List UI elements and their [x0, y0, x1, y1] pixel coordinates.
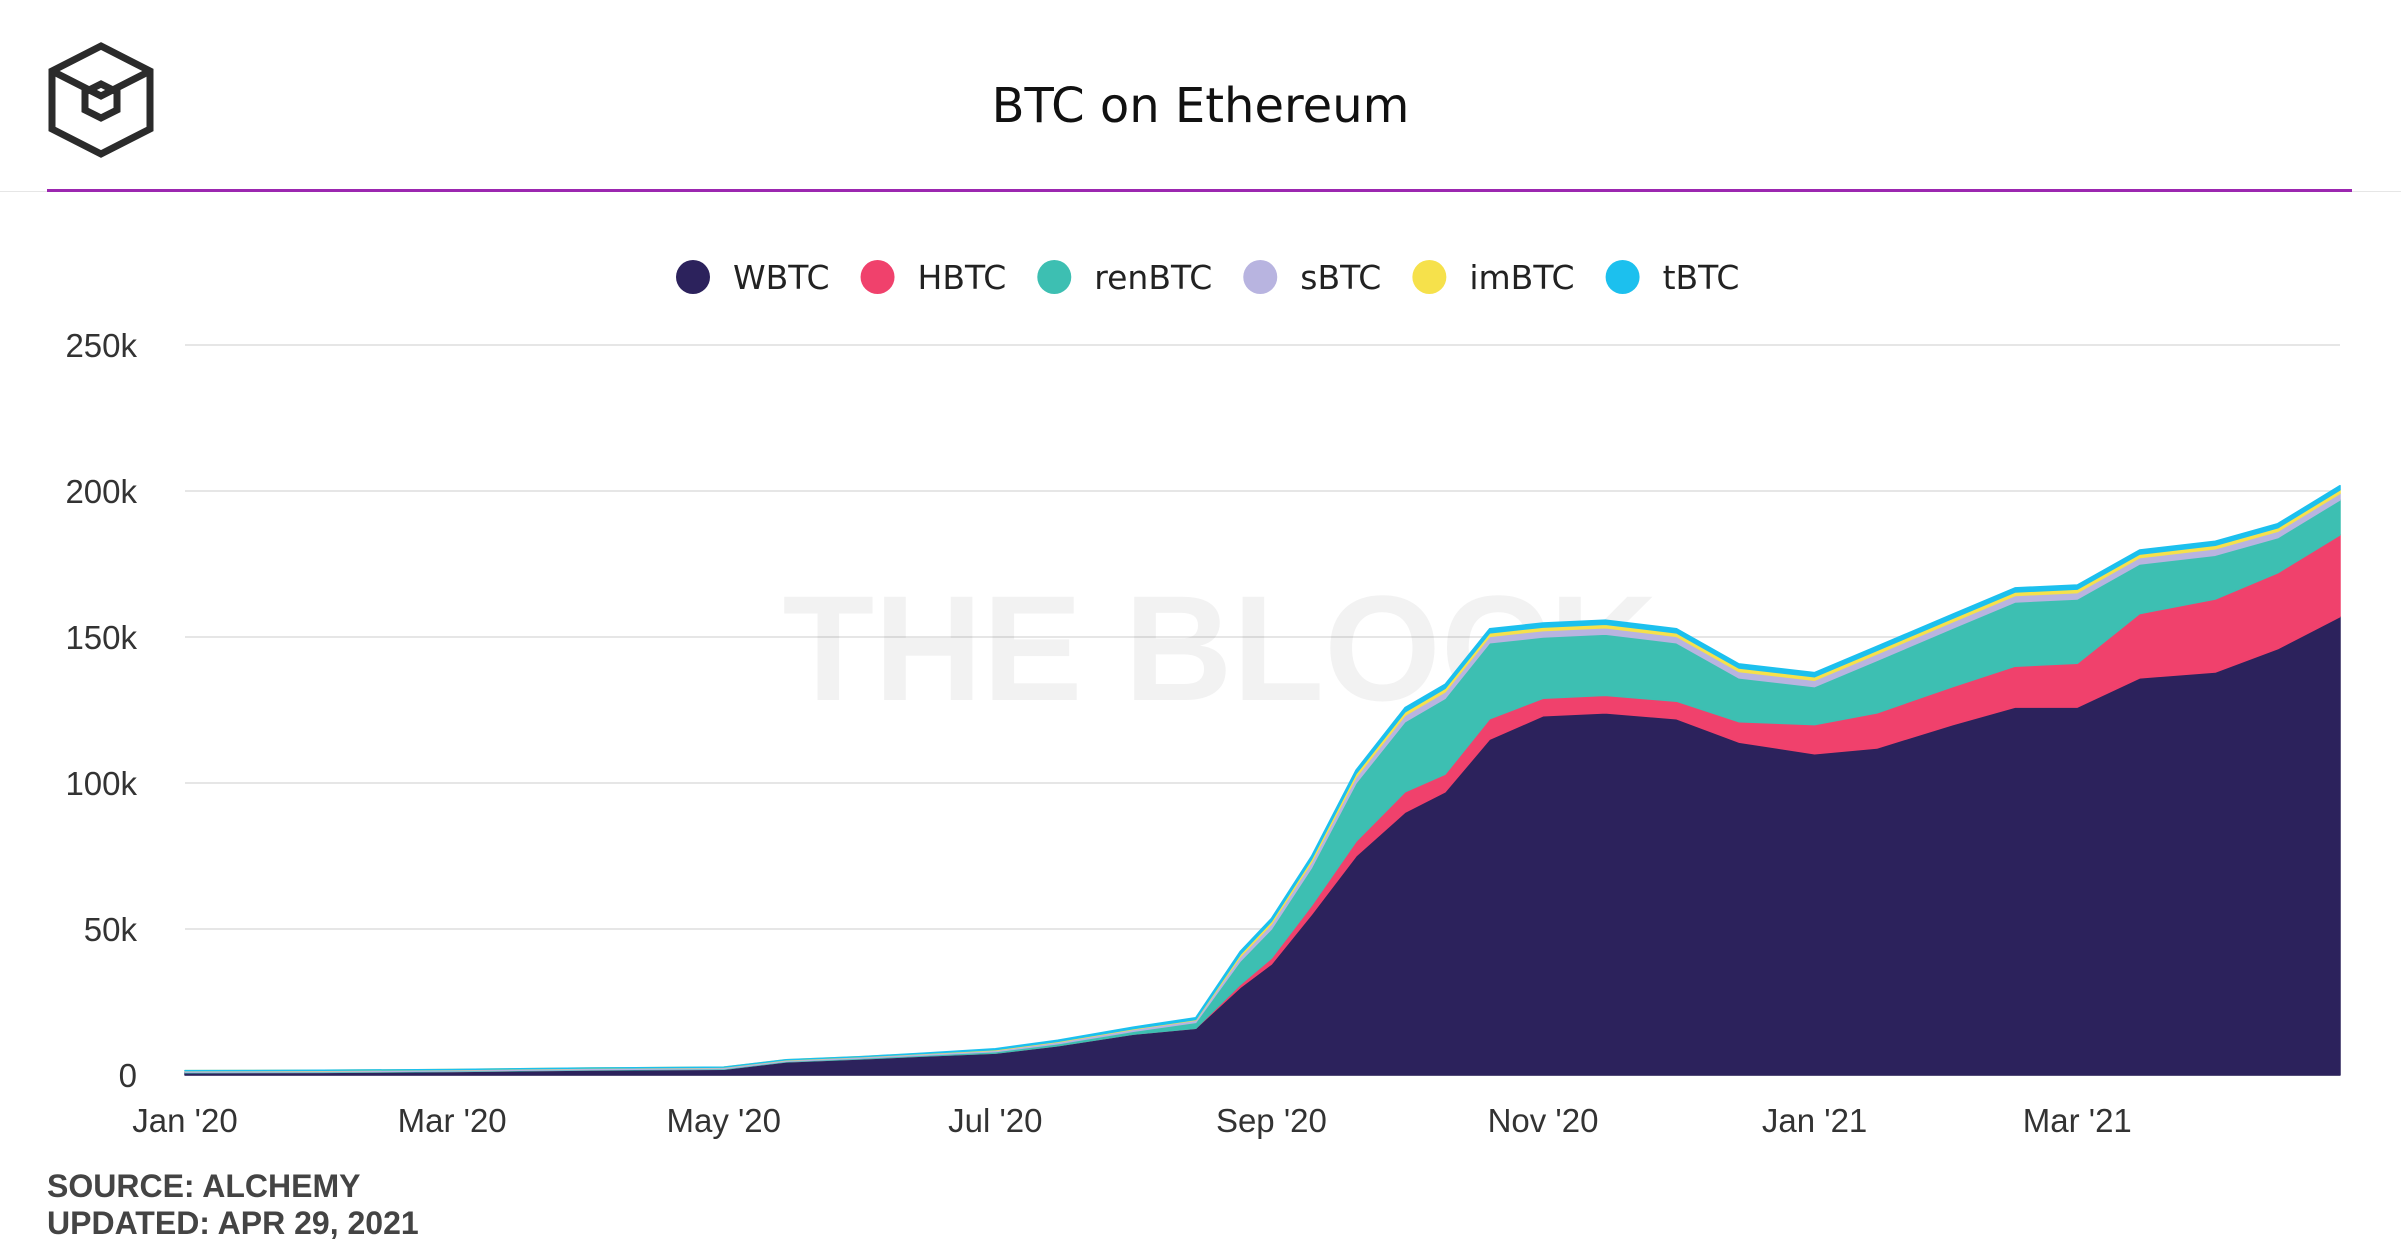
x-axis-tick-labels: Jan '20 Mar '20 May '20 Jul '20 Sep '20 Nov '…	[132, 1102, 2132, 1139]
x-tick-label: Sep '20	[1216, 1102, 1327, 1139]
x-tick-label: Jan '21	[1762, 1102, 1867, 1139]
legend-label-tbtc: tBTC	[1663, 258, 1740, 297]
legend-label-hbtc: HBTC	[918, 258, 1007, 297]
x-tick-label: Mar '20	[398, 1102, 507, 1139]
area-tbtc	[184, 484, 2341, 1072]
legend-marker-wbtc	[676, 260, 710, 294]
x-tick-label: Nov '20	[1488, 1102, 1599, 1139]
footer: SOURCE: ALCHEMY UPDATED: APR 29, 2021	[47, 1168, 419, 1242]
legend-marker-tbtc	[1605, 260, 1640, 294]
legend-marker-renbtc	[1037, 260, 1072, 294]
x-tick-label: May '20	[666, 1102, 781, 1139]
title-underline	[47, 189, 2352, 192]
x-tick-label: Jan '20	[132, 1102, 237, 1139]
legend-label-renbtc: renBTC	[1094, 258, 1212, 297]
y-tick-label: 100k	[65, 765, 137, 802]
page-title: BTC on Ethereum	[991, 78, 1410, 134]
legend-label-imbtc: imBTC	[1469, 258, 1574, 297]
updated-note: UPDATED: APR 29, 2021	[47, 1205, 419, 1241]
legend-marker-hbtc	[860, 260, 895, 294]
legend-marker-imbtc	[1412, 260, 1447, 294]
y-tick-label: 0	[119, 1057, 137, 1094]
series-areas	[184, 484, 2341, 1076]
y-tick-label: 50k	[84, 911, 138, 948]
legend-label-sbtc: sBTC	[1300, 258, 1381, 297]
y-tick-label: 250k	[65, 327, 137, 364]
legend: WBTC HBTC renBTC sBTC imBTC tBTC	[676, 258, 1739, 297]
the-block-logo-icon	[48, 42, 154, 158]
legend-label-wbtc: WBTC	[733, 258, 830, 297]
x-tick-label: Jul '20	[948, 1102, 1042, 1139]
x-tick-label: Mar '21	[2023, 1102, 2132, 1139]
source-note: SOURCE: ALCHEMY	[47, 1168, 361, 1204]
y-tick-label: 150k	[65, 619, 137, 656]
y-tick-label: 200k	[65, 473, 137, 510]
legend-marker-sbtc	[1243, 260, 1278, 294]
y-axis-tick-labels: 0 50k 100k 150k 200k 250k	[65, 327, 137, 1094]
